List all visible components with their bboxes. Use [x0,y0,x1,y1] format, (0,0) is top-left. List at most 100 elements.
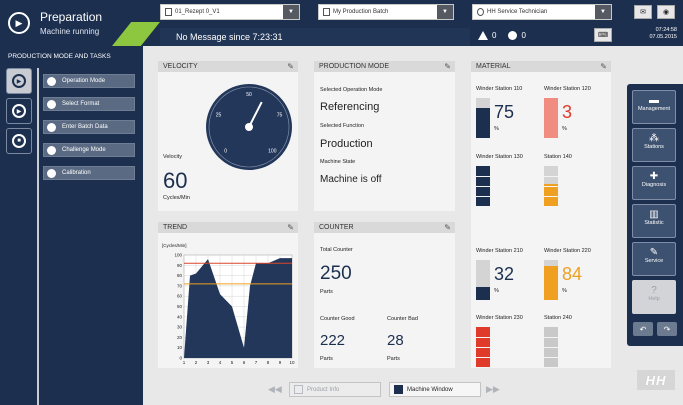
y-tick-label: 100 [174,253,182,258]
production-mode-tool[interactable]: ▶ [6,68,32,94]
gauge-tick-label: 75 [277,112,283,118]
chevron-down-icon[interactable]: ▼ [595,5,611,19]
keyboard-icon[interactable]: ⌨ [594,28,612,42]
edit-icon[interactable]: ✎ [287,62,294,71]
y-tick-label: 0 [179,356,182,361]
edit-icon[interactable]: ✎ [600,62,607,71]
chevron-down-icon[interactable]: ▼ [437,5,453,19]
radio-icon [47,145,56,155]
redo-icon[interactable]: ↷ [657,322,677,336]
material-level-bar[interactable] [476,327,490,367]
panel-title: TREND [163,224,188,231]
warning-count: 0 [492,31,497,40]
stop-tool[interactable]: ■ [6,128,32,154]
error-icon [508,31,518,40]
good-counter-unit: Parts [320,356,333,362]
panel-header: COUNTER ✎ [314,222,455,233]
gauge-tick-label: 50 [246,92,252,98]
medkit-icon: ✚ [649,171,659,182]
message-bar[interactable]: No Message since 7:23:31 [160,28,470,46]
material-percent: 75 [494,102,515,122]
material-level-bar[interactable] [544,327,558,367]
panel-title: VELOCITY [163,63,198,70]
station-name: Winder Station 130 [476,154,523,160]
sidebar-item-label: Operation Mode [62,78,106,84]
x-tick-label: 5 [231,360,234,365]
panel-title: MATERIAL [476,63,511,70]
warning-icon [478,31,488,40]
nav-diagnosis[interactable]: ✚ Diagnosis [632,166,676,200]
machine-state-value: Machine is off [320,174,382,185]
material-level-bar[interactable] [476,166,490,206]
velocity-value: 60 [163,168,188,193]
sidebar-item-challenge-mode[interactable]: Challenge Mode [43,143,135,157]
product-info-label: Product Info [307,386,340,393]
nav-help[interactable]: ? Help [632,280,676,314]
nav-service[interactable]: ✎ Service [632,242,676,276]
alarm-status: 0 0 ⌨ 07:24:58 07.05.2015 [470,25,683,46]
panel-header: TREND ✎ [158,222,298,233]
y-tick-label: 40 [177,314,183,319]
edit-icon[interactable]: ✎ [287,223,294,232]
bad-counter-value: 28 [387,332,404,349]
x-tick-label: 3 [207,360,210,365]
recipe-select[interactable]: 01_Rezept 0_V1 ▼ [160,4,300,20]
nav-statistic[interactable]: ▥ Statistic [632,204,676,238]
edit-icon[interactable]: ✎ [444,62,451,71]
y-tick-label: 60 [177,294,183,299]
radio-icon [47,168,56,178]
network-icon: ⁂ [649,133,659,144]
material-level-bar[interactable] [544,166,558,206]
radio-icon [47,122,56,132]
station-name: Winder Station 220 [544,248,591,254]
station-name: Winder Station 230 [476,315,523,321]
nav-label: Statistic [644,220,664,226]
edit-icon[interactable]: ✎ [444,223,451,232]
material-unit: % [562,288,567,294]
chevron-down-icon[interactable]: ▼ [283,5,299,19]
right-navigation: ▬ Management ⁂ Stations ✚ Diagnosis ▥ Statis… [627,84,683,346]
y-tick-label: 30 [177,325,183,330]
machine-window-button[interactable]: Machine Window [389,382,481,397]
camera-icon[interactable]: ◉ [657,5,675,19]
product-info-button[interactable]: Product Info [289,382,381,397]
material-level-fill [544,184,558,206]
sidebar-item-operation-mode[interactable]: Operation Mode [43,74,135,88]
total-counter-unit: Parts [320,289,333,295]
chat-icon[interactable]: ✉ [634,5,652,19]
segment-divider [476,176,490,177]
error-indicator[interactable]: 0 [508,31,526,40]
user-value: HH Service Technician [487,9,548,15]
material-level-fill [476,108,490,138]
sidebar-item-select-format[interactable]: Select Format [43,97,135,111]
material-unit: % [494,126,499,132]
segment-divider [476,337,490,338]
nav-management[interactable]: ▬ Management [632,90,676,124]
sidebar-item-enter-batch-data[interactable]: Enter Batch Data [43,120,135,134]
x-tick-label: 10 [289,360,295,365]
material-level-bar[interactable] [544,98,558,138]
x-tick-label: 7 [255,360,258,365]
nav-label: Stations [644,144,664,150]
material-level-bar[interactable] [476,260,490,300]
undo-icon[interactable]: ↶ [633,322,653,336]
last-page-icon[interactable]: ▶▶ [486,384,500,394]
trend-unit-label: [Cycles/Min] [162,243,187,248]
sidebar-item-calibration[interactable]: Calibration [43,166,135,180]
first-page-icon[interactable]: ◀◀ [268,384,282,394]
divider [37,68,39,405]
material-level-bar[interactable] [544,260,558,300]
batch-select[interactable]: My Production Batch ▼ [318,4,454,20]
stop-icon: ■ [12,134,26,148]
nav-stations[interactable]: ⁂ Stations [632,128,676,162]
document-icon [165,8,172,16]
material-level-bar[interactable] [476,98,490,138]
user-select[interactable]: HH Service Technician ▼ [472,4,612,20]
gauge-tick-label: 0 [224,148,227,154]
warning-indicator[interactable]: 0 [478,31,496,40]
batch-icon [323,8,330,16]
machine-status: Machine running [40,27,100,36]
station-name: Winder Station 110 [476,86,523,92]
run-tool[interactable]: ▶ [6,98,32,124]
